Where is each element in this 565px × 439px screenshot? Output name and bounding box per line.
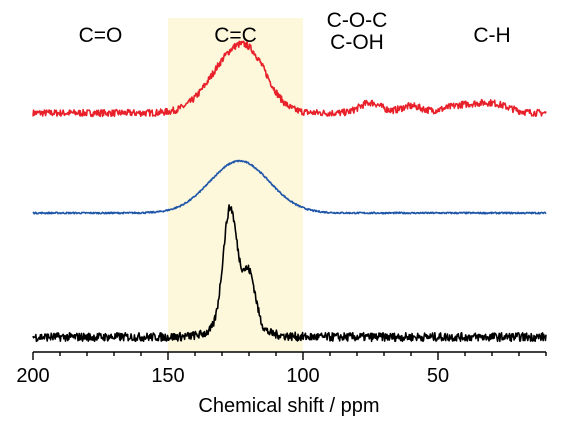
- x-axis-label: Chemical shift / ppm: [198, 395, 379, 417]
- spectra-series: [32, 40, 547, 343]
- spectrum-line: [32, 40, 547, 118]
- region-label: C-O-C C-OH: [327, 9, 388, 54]
- x-tick-label: 100: [286, 365, 319, 387]
- highlight-region: [168, 18, 303, 352]
- x-tick-label: 150: [151, 365, 184, 387]
- spectrum-line: [32, 159, 547, 215]
- x-axis-ticks: 200 150 100 50: [16, 352, 547, 387]
- region-labels: C=O C=C C-O-C C-OH C-H: [79, 9, 511, 54]
- region-label: C=C: [214, 24, 257, 47]
- x-tick-label: 50: [427, 365, 449, 387]
- region-label: C-H: [473, 24, 510, 47]
- region-label: C=O: [79, 24, 123, 47]
- x-tick-label: 200: [16, 365, 49, 387]
- spectrum-line: [32, 204, 547, 343]
